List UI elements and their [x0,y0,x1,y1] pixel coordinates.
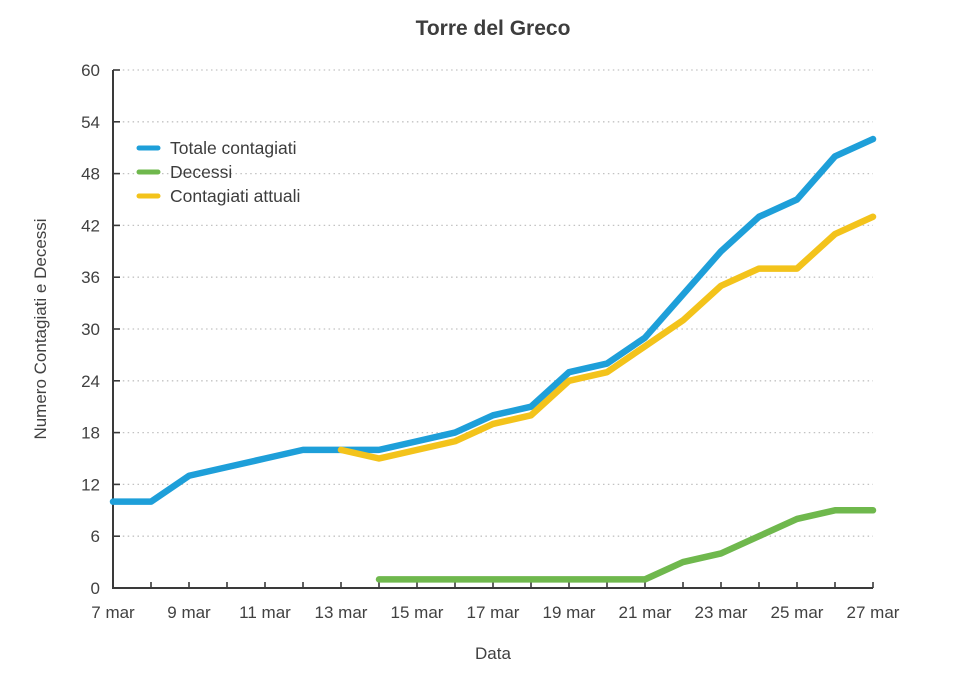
series-line-decessi [375,507,877,583]
y-tick-label: 6 [91,527,100,546]
legend-label-contagiati-attuali: Contagiati attuali [170,186,300,206]
y-tick-label: 18 [81,424,100,443]
legend-label-totale-contagiati: Totale contagiati [170,138,296,158]
x-tick-label: 9 mar [167,603,211,622]
y-tick-label: 0 [91,579,100,598]
y-axis-title: Numero Contagiati e Decessi [31,218,50,440]
y-tick-label: 24 [81,372,100,391]
y-tick-label: 12 [81,475,100,494]
x-tick-label: 15 mar [391,603,444,622]
x-tick-label: 19 mar [543,603,596,622]
y-tick-label: 42 [81,216,100,235]
x-tick-label: 13 mar [315,603,368,622]
x-tick-label: 11 mar [239,603,291,622]
y-tick-label: 30 [81,320,100,339]
chart-title: Torre del Greco [415,17,571,40]
y-tick-label: 60 [81,61,100,80]
x-tick-label: 17 mar [467,603,520,622]
x-tick-label: 23 mar [695,603,748,622]
series-line-totale-contagiati [109,135,877,505]
x-axis-title: Data [475,644,511,663]
y-tick-label: 48 [81,165,100,184]
x-tick-label: 27 mar [847,603,900,622]
series-line-contagiati-attuali [337,213,877,462]
x-tick-label: 25 mar [771,603,824,622]
legend-label-decessi: Decessi [170,162,232,182]
y-tick-label: 54 [81,113,100,132]
x-tick-label: 21 mar [619,603,672,622]
x-tick-label: 7 mar [91,603,135,622]
y-tick-label: 36 [81,268,100,287]
